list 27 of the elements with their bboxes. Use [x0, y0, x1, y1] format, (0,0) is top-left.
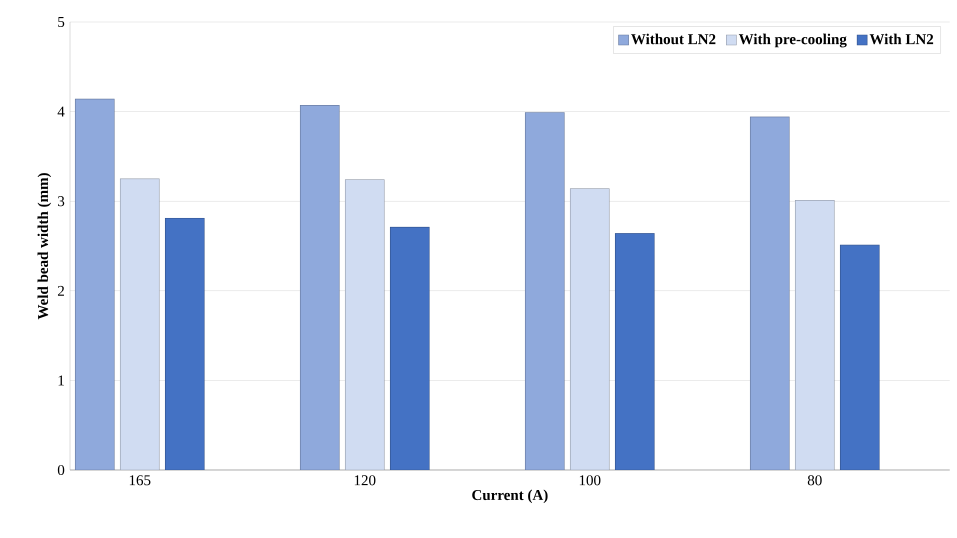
bar	[74, 98, 115, 470]
bar	[614, 233, 655, 470]
bar	[344, 179, 385, 470]
y-tick-label: 2	[58, 286, 64, 296]
legend-label: With pre-cooling	[738, 34, 847, 48]
bar	[840, 244, 880, 470]
bar	[750, 116, 790, 470]
x-axis-title: Current (A)	[472, 490, 548, 504]
y-tick-label: 5	[58, 17, 64, 27]
y-tick-label: 0	[58, 464, 64, 476]
legend-label: With LN2	[870, 34, 934, 44]
bar	[120, 178, 160, 470]
bar	[164, 218, 205, 470]
y-tick-label: 4	[58, 106, 65, 117]
bar	[794, 200, 835, 470]
x-tick-label: 80	[808, 475, 822, 486]
y-axis-title: Weld bead width (mm)	[38, 173, 52, 320]
bar	[570, 188, 610, 470]
bar	[300, 105, 340, 470]
legend-label: Without LN2	[631, 34, 716, 44]
y-tick-label: 3	[58, 196, 64, 206]
x-tick-label: 120	[354, 475, 376, 486]
x-tick-label: 165	[130, 475, 150, 486]
bar	[390, 226, 430, 470]
y-tick-label: 1	[58, 375, 64, 386]
bar	[524, 112, 565, 470]
x-tick-label: 100	[580, 475, 600, 486]
